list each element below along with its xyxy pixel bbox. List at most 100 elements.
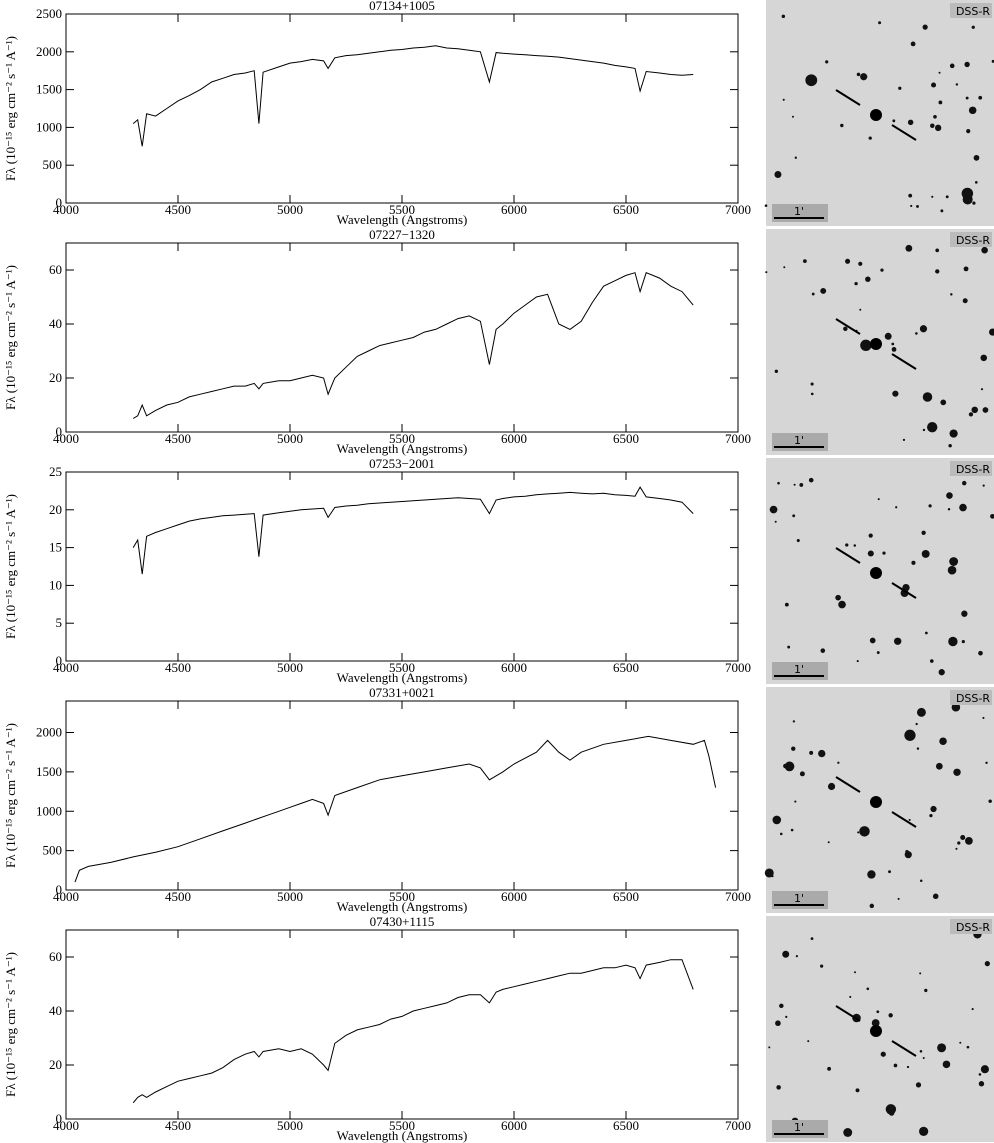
x-tick-label: 5000 <box>277 660 303 675</box>
x-tick-label: 6500 <box>613 660 639 675</box>
star <box>945 195 949 199</box>
star <box>810 382 814 386</box>
star <box>820 287 827 294</box>
star <box>764 204 768 207</box>
star <box>855 1088 860 1093</box>
star <box>965 96 969 100</box>
y-axis-label: Fλ (10⁻¹⁵ erg cm⁻² s⁻¹ A⁻¹) <box>3 494 18 639</box>
star <box>960 834 966 840</box>
x-tick-label: 6000 <box>501 1118 527 1133</box>
y-tick-label: 20 <box>49 502 62 517</box>
star <box>810 937 814 941</box>
star <box>783 951 786 954</box>
star <box>924 988 928 993</box>
star <box>965 837 973 845</box>
x-tick-label: 6000 <box>501 889 527 904</box>
y-tick-label: 2000 <box>36 725 62 740</box>
star <box>888 1013 893 1018</box>
y-tick-label: 25 <box>49 464 62 479</box>
star <box>962 480 967 486</box>
label-box <box>950 461 992 476</box>
chart-title: 07331+0021 <box>369 685 435 700</box>
target-star <box>870 338 882 350</box>
star <box>805 74 818 87</box>
y-tick-label: 0 <box>56 882 63 897</box>
star <box>908 193 913 198</box>
star <box>990 513 994 519</box>
star <box>865 276 871 282</box>
y-tick-label: 60 <box>49 262 62 277</box>
star <box>972 201 976 205</box>
star <box>934 124 942 132</box>
image-label: DSS-R <box>956 234 990 247</box>
star <box>947 508 951 511</box>
star <box>937 1043 947 1053</box>
star <box>878 21 882 25</box>
pointer <box>891 811 917 828</box>
star <box>931 195 934 198</box>
star <box>837 761 840 764</box>
x-tick-label: 5500 <box>389 889 415 904</box>
y-tick-label: 20 <box>49 370 62 385</box>
star <box>938 71 941 74</box>
y-tick-label: 15 <box>49 540 62 555</box>
star <box>919 1050 923 1053</box>
y-tick-label: 0 <box>56 653 63 668</box>
y-tick-label: 5 <box>56 615 63 630</box>
star <box>799 483 804 487</box>
x-tick-label: 5500 <box>389 202 415 217</box>
star <box>807 1040 810 1043</box>
star <box>787 645 791 649</box>
spectrum-line <box>132 486 694 575</box>
star <box>904 729 916 741</box>
star <box>809 750 814 755</box>
sky-image: DSS-R 1' <box>764 0 994 229</box>
star <box>869 903 875 909</box>
x-tick-label: 7000 <box>725 431 751 446</box>
star <box>971 1008 974 1011</box>
x-axis-label: Wavelength (Angstroms) <box>337 212 468 227</box>
star <box>796 539 800 543</box>
target-star <box>870 109 882 121</box>
star <box>981 246 988 254</box>
sky-image: DSS-R 1' <box>765 229 994 458</box>
star <box>877 498 880 501</box>
sky-image: DSS-R 1' <box>766 916 994 1143</box>
star <box>868 136 872 140</box>
star <box>892 119 896 123</box>
star <box>784 602 789 607</box>
x-tick-label: 4000 <box>53 202 79 217</box>
star <box>938 100 943 105</box>
star <box>955 847 958 850</box>
star <box>942 1060 951 1069</box>
pointer <box>891 1040 917 1057</box>
star <box>982 716 985 719</box>
star <box>905 244 913 252</box>
star <box>868 533 873 538</box>
star <box>950 293 953 296</box>
scale-label: 1' <box>794 663 804 676</box>
star <box>980 1065 989 1074</box>
pointer <box>891 124 917 141</box>
star <box>931 82 937 88</box>
star <box>838 600 846 609</box>
y-axis-label: Fλ (10⁻¹⁵ erg cm⁻² s⁻¹ A⁻¹) <box>3 723 18 868</box>
star <box>802 259 807 263</box>
spectrum-line <box>132 45 694 147</box>
x-tick-label: 4000 <box>53 431 79 446</box>
pointer <box>891 353 917 370</box>
star <box>808 477 814 483</box>
star <box>948 636 958 647</box>
star <box>774 369 778 373</box>
star <box>949 63 955 69</box>
scale-label: 1' <box>794 434 804 447</box>
pointer <box>835 1005 861 1022</box>
star <box>782 98 785 101</box>
y-tick-label: 500 <box>43 843 63 858</box>
star <box>915 332 918 335</box>
star <box>869 637 876 644</box>
target-star <box>870 1025 882 1037</box>
image-label: DSS-R <box>956 921 990 934</box>
chart-title: 07253−2001 <box>369 456 435 471</box>
pointer <box>835 547 861 564</box>
